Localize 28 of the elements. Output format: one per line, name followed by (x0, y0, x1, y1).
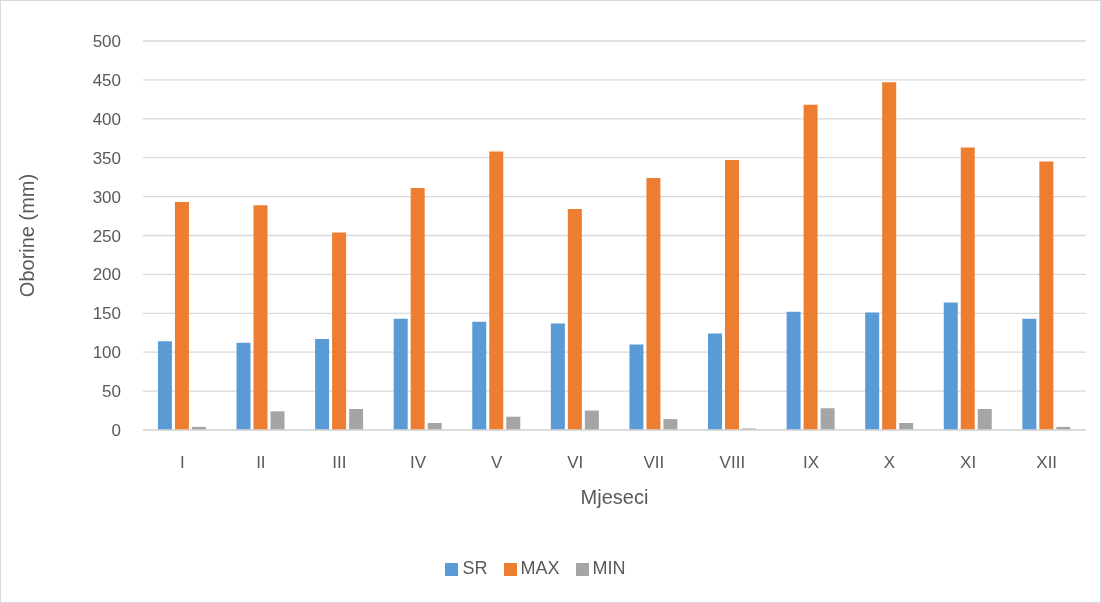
y-tick-label: 300 (92, 187, 121, 207)
x-axis-title: Mjeseci (580, 486, 649, 509)
x-tick-label: I (179, 453, 185, 473)
y-axis-title: Oborine (mm) (16, 173, 39, 298)
x-tick-label: VIII (719, 453, 746, 473)
y-tick-label: 500 (92, 32, 121, 52)
y-tick-label: 0 (111, 421, 121, 441)
y-tick-label: 100 (92, 343, 121, 363)
x-tick-label: XI (960, 453, 977, 473)
legend-label: SR (462, 558, 488, 578)
y-tick-label: 450 (92, 70, 121, 90)
y-tick-label: 250 (92, 226, 121, 246)
y-tick-label: 200 (92, 265, 121, 285)
x-tick-label: IX (802, 453, 819, 473)
y-tick-label: 50 (102, 382, 121, 402)
y-tick-label: 350 (92, 148, 121, 168)
x-tick-label: III (332, 453, 347, 473)
x-tick-label: IV (410, 453, 427, 473)
legend-label: MIN (592, 558, 626, 578)
y-tick-label: 150 (92, 304, 121, 324)
x-tick-label: V (490, 453, 503, 473)
x-tick-label: VII (643, 453, 665, 473)
x-tick-label: II (256, 453, 266, 473)
x-tick-label: XII (1036, 453, 1058, 473)
y-tick-label: 400 (92, 109, 121, 129)
legend-label: MAX (520, 558, 560, 578)
x-tick-label: VI (567, 453, 584, 473)
x-tick-label: X (883, 453, 896, 473)
